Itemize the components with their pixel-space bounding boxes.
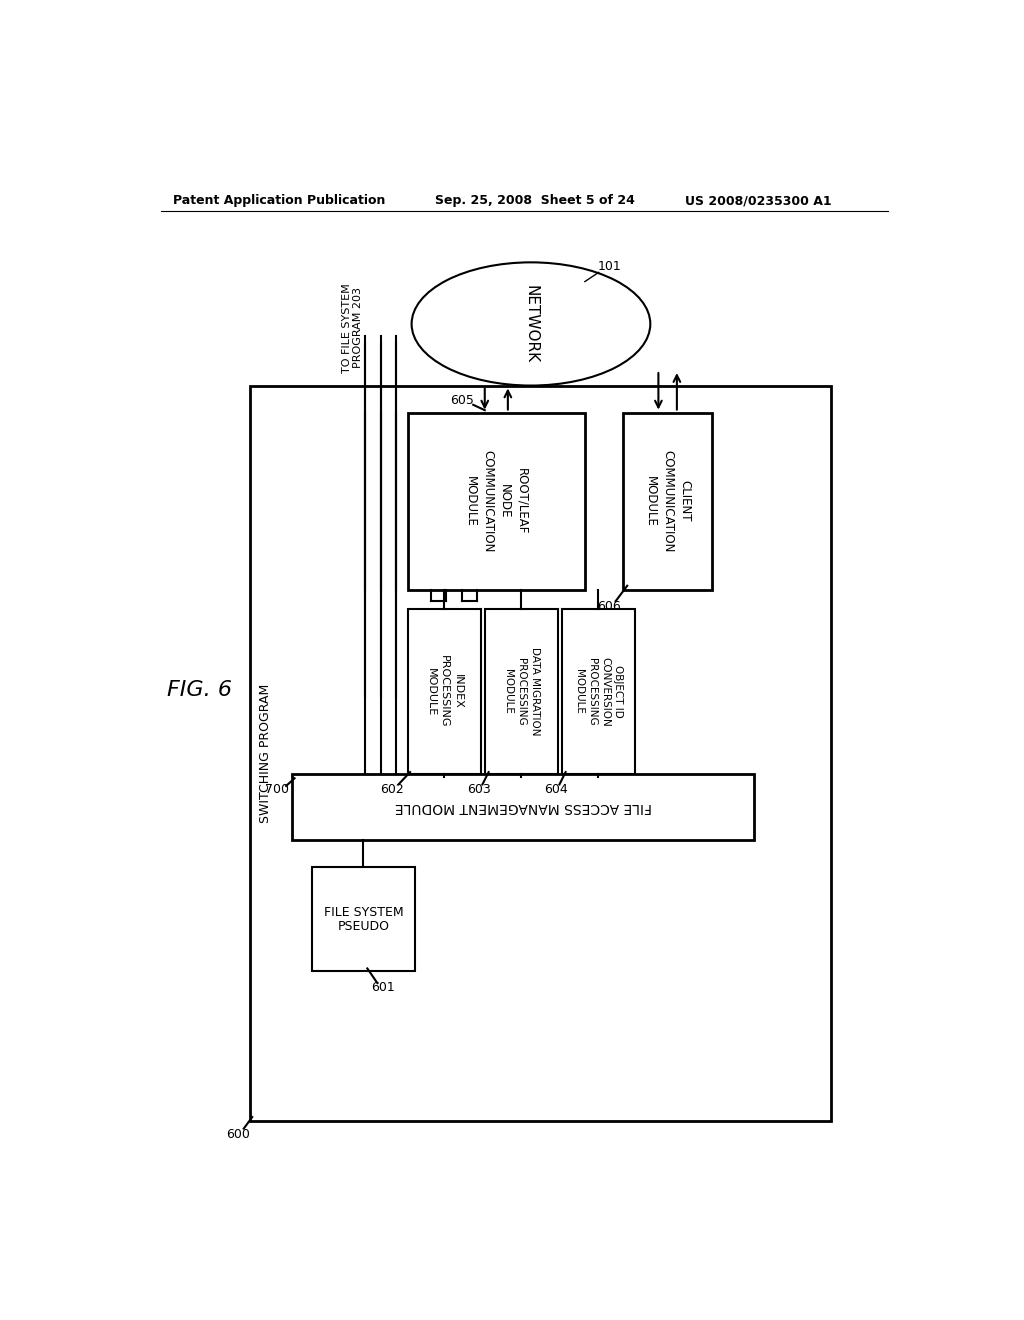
Text: 601: 601 [371, 981, 395, 994]
Text: CLIENT
COMMUNICATION
MODULE: CLIENT COMMUNICATION MODULE [644, 450, 691, 552]
Text: 600: 600 [226, 1129, 250, 1142]
Text: Sep. 25, 2008  Sheet 5 of 24: Sep. 25, 2008 Sheet 5 of 24 [435, 194, 635, 207]
Bar [624, 413, 712, 590]
Bar [484, 609, 558, 775]
Bar [408, 413, 585, 590]
Text: FILE ACCESS MANAGEMENT MODULE: FILE ACCESS MANAGEMENT MODULE [394, 800, 652, 814]
Text: 602: 602 [381, 783, 404, 796]
Bar [408, 609, 481, 775]
Text: INDEX
PROCESSING
MODULE: INDEX PROCESSING MODULE [426, 655, 463, 727]
Text: OBJECT ID
CONVERSION
PROCESSING
MODULE: OBJECT ID CONVERSION PROCESSING MODULE [573, 657, 624, 726]
Text: NETWORK: NETWORK [523, 285, 539, 363]
Text: ROOT/LEAF
NODE
COMMUNICATION
MODULE: ROOT/LEAF NODE COMMUNICATION MODULE [464, 450, 528, 552]
Text: DATA MIGRATION
PROCESSING
MODULE: DATA MIGRATION PROCESSING MODULE [503, 647, 540, 735]
Text: Patent Application Publication: Patent Application Publication [173, 194, 385, 207]
Text: 605: 605 [450, 395, 473, 408]
Bar [562, 609, 635, 775]
Bar [292, 775, 755, 840]
Text: 604: 604 [544, 783, 567, 796]
Ellipse shape [412, 263, 650, 385]
Text: 101: 101 [597, 260, 621, 273]
Text: 603: 603 [467, 783, 490, 796]
Text: FILE SYSTEM: FILE SYSTEM [324, 906, 403, 919]
Text: PSEUDO: PSEUDO [338, 920, 389, 933]
Bar [311, 867, 416, 970]
Text: 606: 606 [598, 601, 622, 612]
Text: 700: 700 [265, 783, 289, 796]
Text: US 2008/0235300 A1: US 2008/0235300 A1 [685, 194, 831, 207]
Text: SWITCHING PROGRAM: SWITCHING PROGRAM [259, 684, 271, 822]
Text: TO FILE SYSTEM
PROGRAM 203: TO FILE SYSTEM PROGRAM 203 [342, 282, 364, 372]
Text: FIG. 6: FIG. 6 [167, 680, 232, 700]
Bar [250, 385, 831, 1121]
